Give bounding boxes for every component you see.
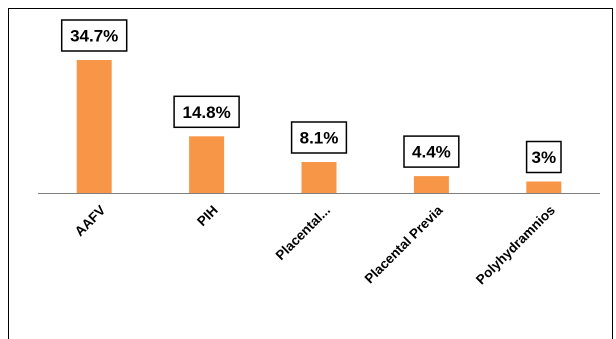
data-label-0: 34.7% [70, 27, 118, 46]
data-label-4: 3% [532, 148, 557, 167]
bar-4 [526, 181, 562, 193]
bar-2 [301, 162, 337, 193]
bar-3 [413, 176, 449, 193]
bar-1 [189, 136, 225, 193]
data-label-1: 14.8% [182, 103, 230, 122]
bar-0 [76, 60, 112, 193]
data-label-3: 4.4% [412, 143, 451, 162]
data-label-box-1 [173, 95, 240, 129]
data-label-box-2 [290, 121, 348, 154]
data-label-box-3 [403, 135, 460, 168]
data-label-box-4 [525, 140, 562, 174]
bars-group [76, 60, 562, 193]
data-label-2: 8.1% [300, 129, 339, 148]
data-label-box-0 [60, 19, 128, 52]
data-labels-group: 34.7% 14.8% 8.1% 4.4% 3% [60, 19, 562, 174]
